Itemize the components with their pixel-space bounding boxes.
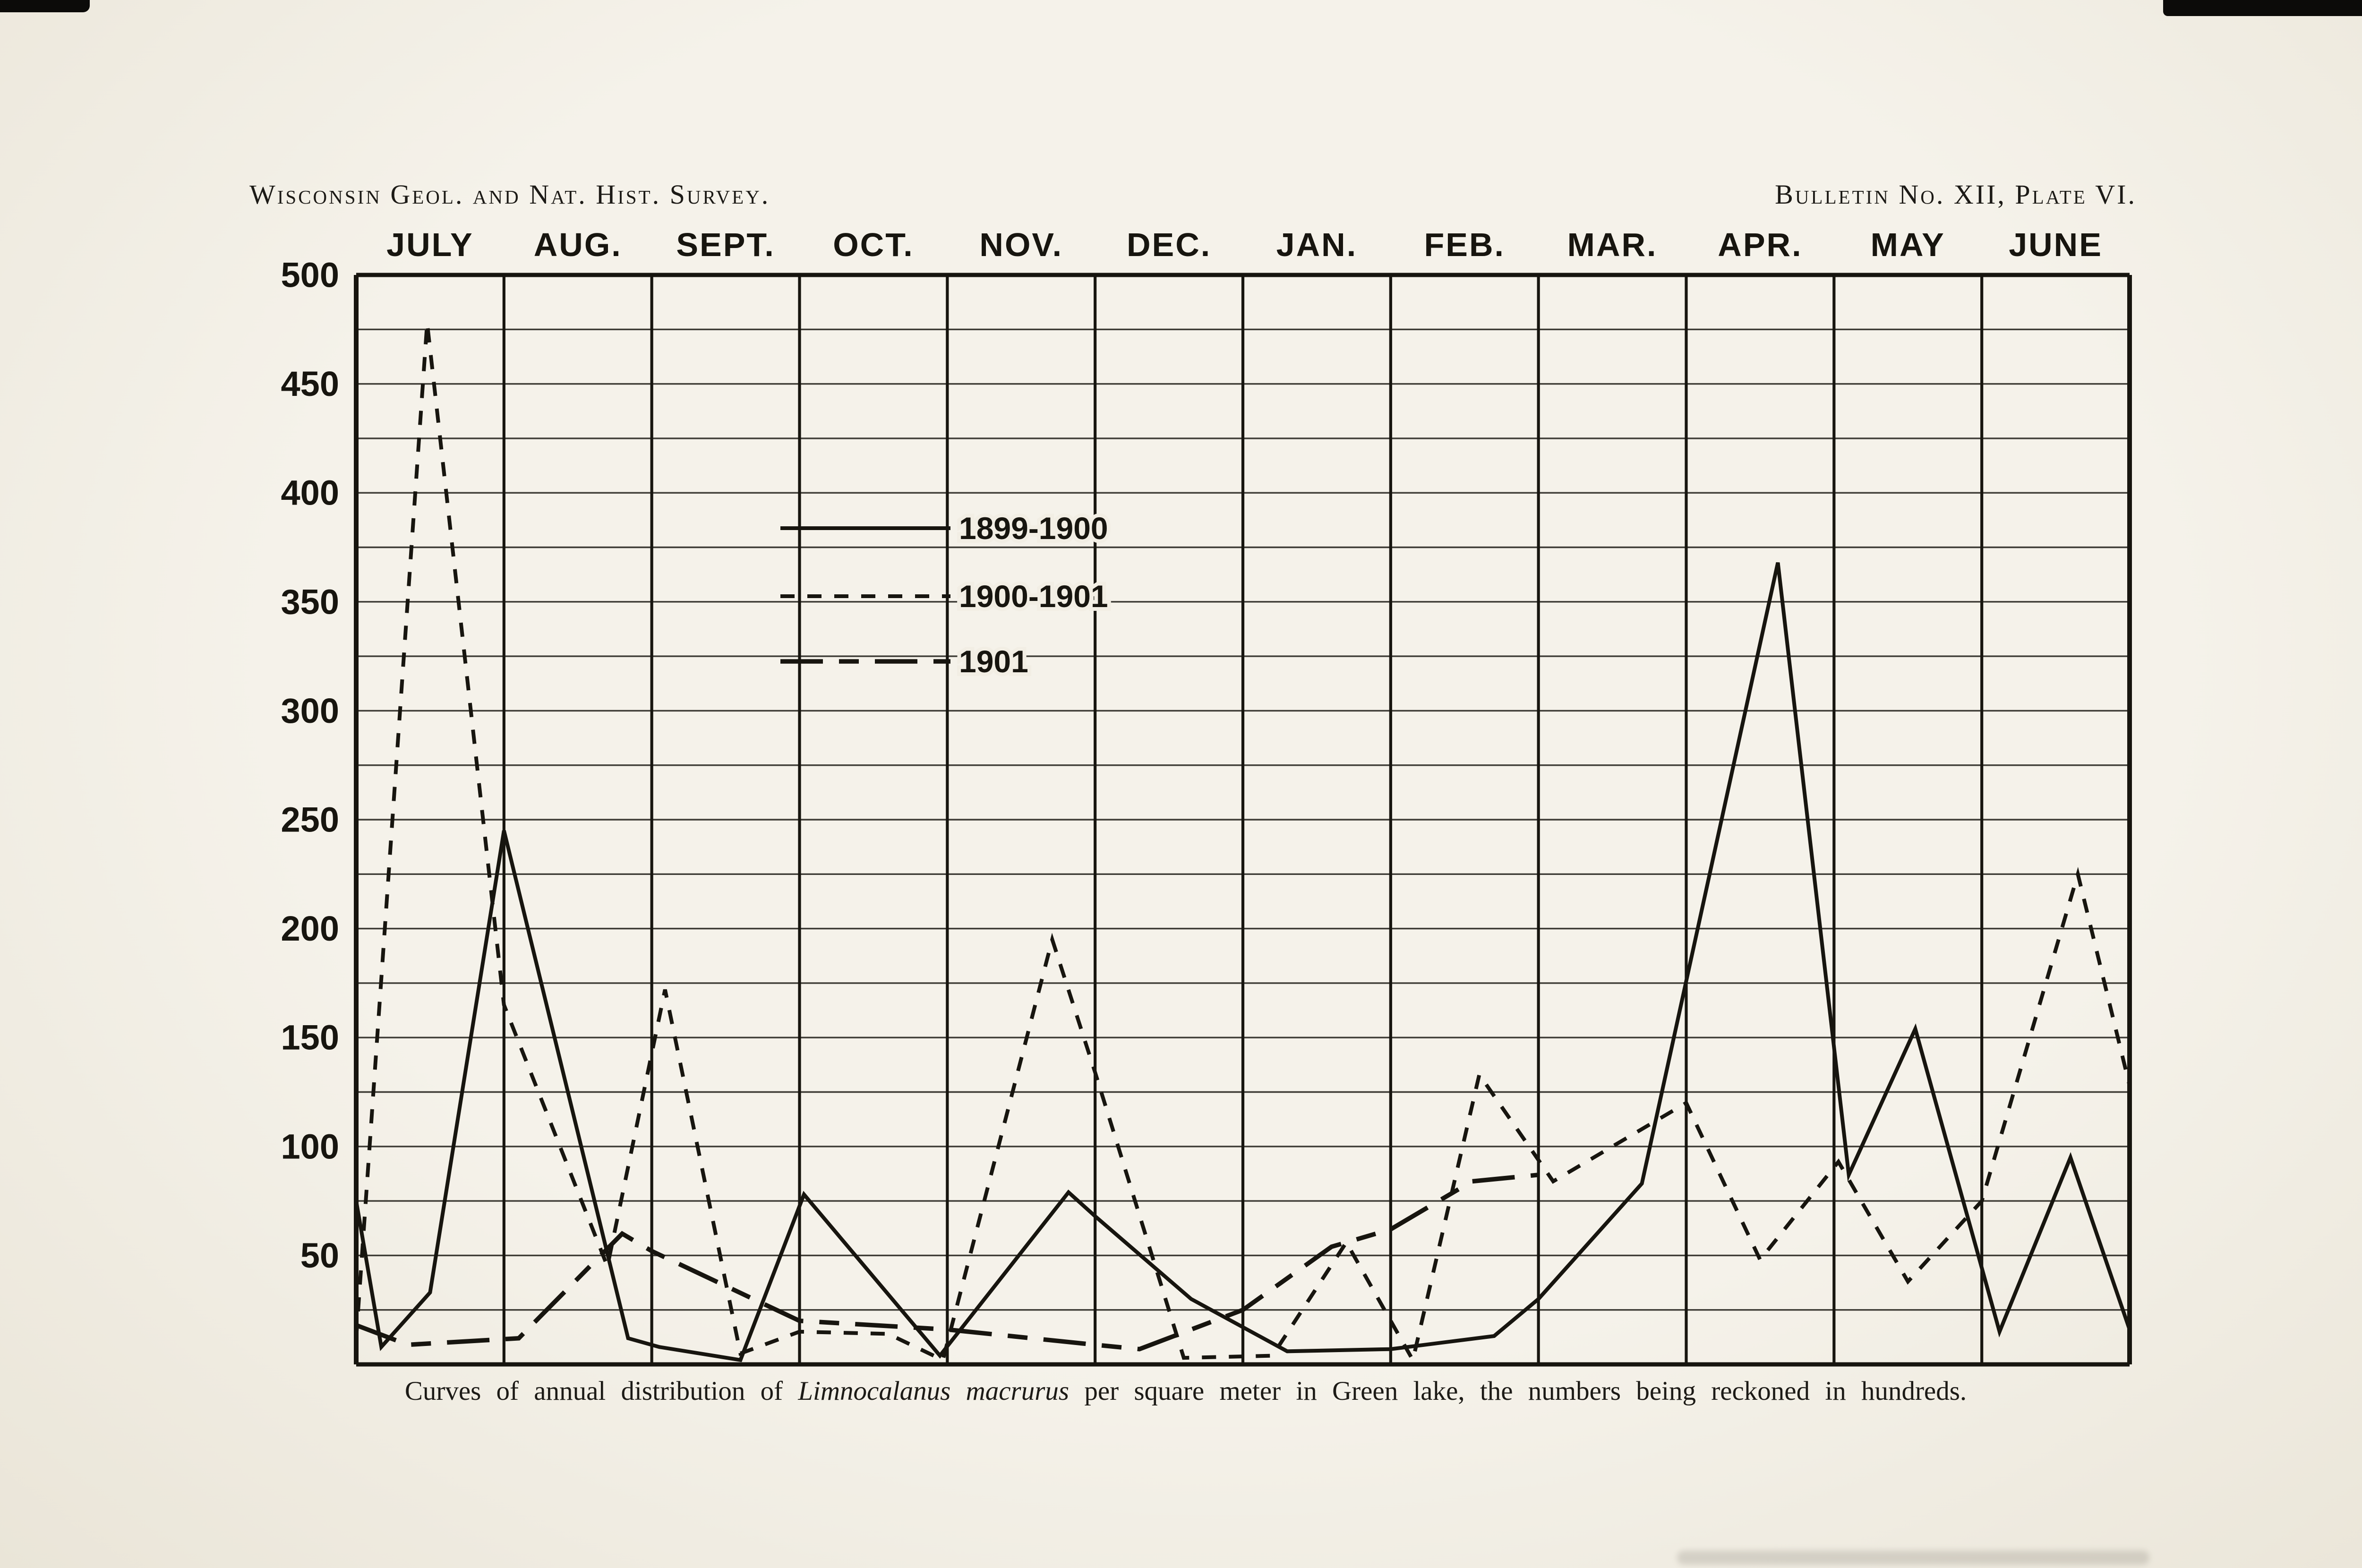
scan-artifact-top-right: [2163, 0, 2362, 16]
month-label: FEB.: [1424, 226, 1505, 263]
caption-text-suffix: per square meter in Green lake, the numb…: [1069, 1376, 1967, 1406]
month-label: DEC.: [1127, 226, 1211, 263]
bulletin-plate-title: Bulletin No. XII, Plate VI.: [1775, 179, 2137, 210]
y-axis-label: 300: [281, 691, 339, 730]
month-label: MAY: [1871, 226, 1945, 263]
legend-label: 1900-1901: [959, 579, 1108, 614]
caption-species-name: Limnocalanus macrurus: [798, 1376, 1070, 1406]
legend-label: 1899-1900: [959, 511, 1108, 546]
month-label: OCT.: [833, 226, 914, 263]
y-axis-label: 450: [281, 364, 339, 403]
y-axis-label: 500: [281, 256, 339, 295]
y-axis-label: 400: [281, 473, 339, 513]
series-line-1899-1900: [354, 562, 2131, 1362]
series-line-1901: [355, 1173, 1539, 1352]
scan-artifact-bottom-shadow: [1677, 1551, 2149, 1565]
scan-artifact-top-left: [0, 0, 90, 12]
legend-label: 1901: [959, 644, 1028, 679]
month-label: AUG.: [534, 226, 622, 263]
month-label: JULY: [386, 226, 474, 263]
month-label: JUNE: [2009, 226, 2103, 263]
month-label: NOV.: [979, 226, 1063, 263]
y-axis-label: 200: [281, 909, 339, 948]
month-label: MAR.: [1567, 226, 1658, 263]
legend: 1899-1900 1900-1901 1901: [780, 507, 1112, 683]
month-label: JAN.: [1276, 226, 1357, 263]
survey-title: Wisconsin Geol. and Nat. Hist. Survey.: [249, 179, 770, 210]
y-axis-label: 50: [300, 1236, 339, 1275]
y-axis-label: 350: [281, 582, 339, 621]
month-label: SEPT.: [676, 226, 775, 263]
y-axis-label: 150: [281, 1018, 339, 1057]
month-label: APR.: [1718, 226, 1802, 263]
caption-text-prefix: Curves of annual distribution of: [404, 1376, 798, 1406]
figure-caption: Curves of annual distribution of Limnoca…: [198, 1376, 2173, 1406]
y-axis-label: 100: [281, 1127, 339, 1166]
series-line-1900-1901: [354, 323, 2131, 1365]
y-axis-label: 250: [281, 800, 339, 840]
